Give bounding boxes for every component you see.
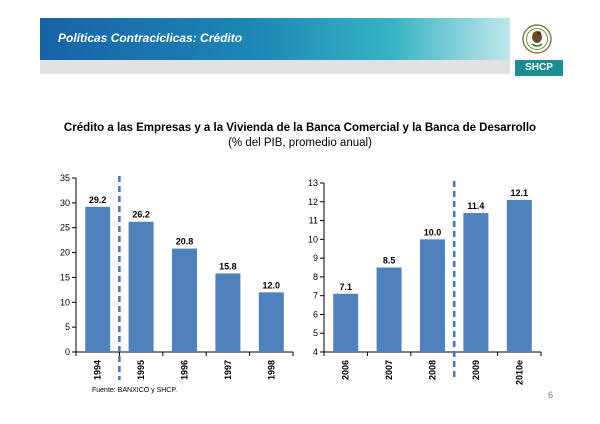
page-title: Políticas Contracíclicas: Crédito — [58, 31, 243, 45]
y-tick-label: 8 — [313, 272, 318, 282]
x-category-label: 1997 — [223, 360, 233, 380]
bar-value-label: 26.2 — [132, 210, 150, 220]
bar-value-label: 15.8 — [219, 261, 237, 271]
mexican-coat-of-arms-icon — [522, 24, 552, 54]
bar — [215, 273, 241, 352]
bar — [506, 199, 532, 352]
bar-value-label: 12.1 — [511, 188, 529, 198]
bar — [128, 221, 154, 352]
bar — [258, 292, 284, 352]
bar-value-label: 11.4 — [467, 201, 484, 211]
x-category-label: 2008 — [428, 360, 438, 380]
chart-subtitle: (% del PIB, promedio anual) — [228, 137, 372, 149]
bar-value-label: 8.5 — [383, 256, 396, 266]
y-tick-label: 11 — [309, 216, 318, 226]
y-tick-label: 35 — [60, 173, 70, 183]
source-note: Fuente: BANXICO y SHCP. — [92, 387, 178, 394]
y-tick-label: 5 — [313, 328, 318, 338]
x-category-label: 2010e — [514, 360, 524, 385]
bar — [463, 213, 489, 352]
y-tick-label: 30 — [60, 198, 70, 208]
bar-value-label: 20.8 — [176, 237, 194, 247]
y-tick-label: 6 — [313, 309, 318, 319]
bar-value-label: 12.0 — [263, 280, 281, 290]
y-tick-label: 12 — [308, 197, 318, 207]
y-tick-label: 13 — [308, 178, 318, 188]
bar — [172, 248, 197, 352]
header-strip — [40, 60, 510, 74]
y-tick-label: 25 — [60, 223, 70, 233]
y-tick-label: 15 — [60, 272, 70, 282]
page-number: 6 — [548, 390, 554, 400]
bar-value-label: 29.2 — [89, 195, 107, 205]
y-tick-label: 20 — [60, 248, 70, 258]
bar — [420, 239, 445, 352]
x-category-label: 2007 — [384, 360, 394, 380]
x-category-label: 1995 — [136, 360, 146, 380]
y-tick-label: 5 — [65, 322, 70, 332]
x-category-label: 1996 — [180, 360, 190, 380]
y-tick-label: 9 — [313, 253, 318, 263]
x-category-label: 2009 — [471, 360, 481, 380]
bar — [333, 293, 359, 352]
bar — [85, 206, 111, 352]
y-tick-label: 10 — [308, 234, 318, 244]
chart-title: Crédito a las Empresas y a la Vivienda d… — [63, 122, 537, 134]
shcp-logo: SHCP — [515, 60, 563, 76]
bar-value-label: 7.1 — [339, 282, 352, 292]
x-category-label: 1998 — [266, 360, 276, 380]
x-category-label: 2006 — [341, 360, 351, 380]
y-tick-label: 4 — [313, 347, 318, 357]
y-tick-label: 0 — [65, 347, 70, 357]
bar-value-label: 10.0 — [424, 227, 442, 237]
header-banner — [40, 18, 510, 60]
x-category-label: 1994 — [93, 360, 103, 380]
y-tick-label: 7 — [313, 291, 318, 301]
bar — [376, 267, 402, 352]
y-tick-label: 10 — [60, 297, 70, 307]
